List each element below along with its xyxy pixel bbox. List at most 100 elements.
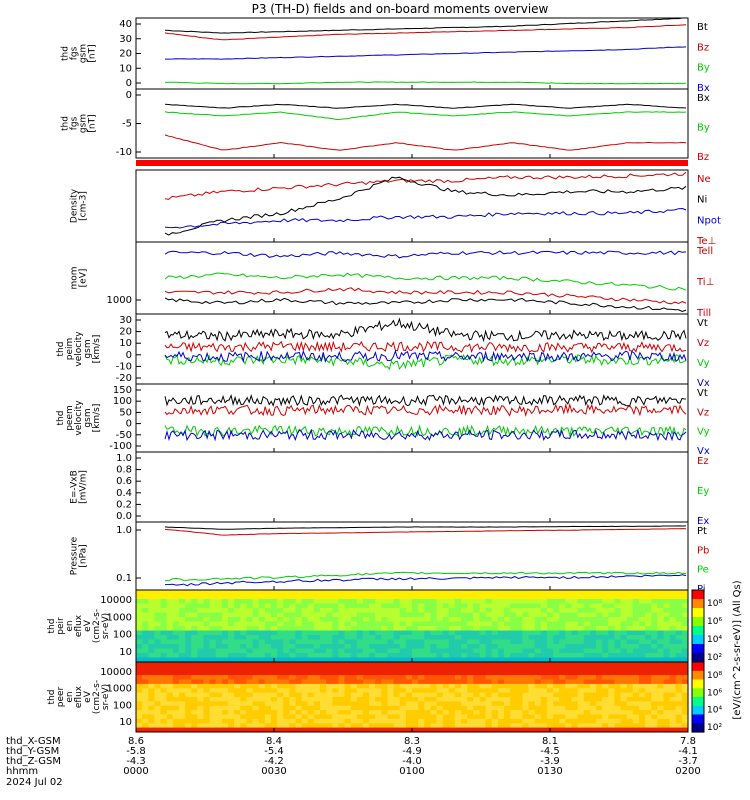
- heatmap-cell: [504, 666, 511, 672]
- heatmap-cell: [424, 608, 431, 613]
- heatmap-cell: [510, 727, 517, 733]
- heatmap-cell: [234, 697, 241, 702]
- heatmap-cell: [326, 603, 333, 609]
- heatmap-cell: [301, 714, 309, 720]
- heatmap-cell: [362, 621, 370, 627]
- heatmap-cell: [313, 688, 321, 694]
- heatmap-cell: [307, 653, 315, 658]
- heatmap-cell: [504, 630, 511, 636]
- heatmap-cell: [461, 599, 468, 604]
- heatmap-cell: [534, 594, 542, 600]
- heatmap-cell: [454, 639, 462, 645]
- heatmap-cell: [448, 603, 456, 609]
- heatmap-cell: [258, 608, 266, 613]
- heatmap-cell: [191, 701, 198, 707]
- heatmap-cell: [142, 692, 149, 698]
- heatmap-cell: [663, 710, 671, 715]
- heatmap-cell: [191, 630, 198, 636]
- heatmap-cell: [467, 714, 474, 720]
- heatmap-cell: [277, 692, 284, 698]
- heatmap-cell: [405, 679, 413, 685]
- heatmap-cell: [172, 648, 180, 654]
- heatmap-cell: [467, 697, 474, 702]
- heatmap-cell: [608, 701, 615, 707]
- heatmap-cell: [369, 679, 376, 685]
- heatmap-cell: [516, 688, 523, 694]
- heatmap-cell: [356, 692, 364, 698]
- heatmap-cell: [375, 635, 382, 640]
- heatmap-cell: [516, 639, 523, 645]
- heatmap-cell: [350, 666, 358, 672]
- heatmap-cell: [399, 679, 407, 685]
- heatmap-cell: [283, 648, 290, 654]
- heatmap-cell: [534, 714, 542, 720]
- heatmap-cell: [651, 670, 658, 676]
- heatmap-cell: [675, 666, 683, 672]
- heatmap-cell: [448, 683, 456, 689]
- heatmap-cell: [491, 657, 499, 663]
- heatmap-cell: [160, 688, 168, 694]
- heatmap-cell: [424, 626, 431, 631]
- heatmap-cell: [424, 603, 431, 609]
- heatmap-cell: [522, 718, 529, 724]
- heatmap-cell: [191, 639, 198, 645]
- heatmap-cell: [418, 675, 425, 680]
- heatmap-cell: [362, 644, 370, 649]
- heatmap-cell: [221, 612, 229, 618]
- heatmap-cell: [393, 621, 401, 627]
- heatmap-cell: [540, 718, 548, 724]
- heatmap-cell: [136, 621, 143, 627]
- heatmap-cell: [602, 714, 609, 720]
- heatmap-cell: [136, 675, 143, 680]
- heatmap-cell: [362, 723, 370, 729]
- heatmap-cell: [185, 701, 192, 707]
- heatmap-cell: [424, 653, 431, 658]
- heatmap-cell: [645, 621, 652, 627]
- heatmap-cell: [301, 710, 309, 715]
- heatmap-cell: [553, 679, 560, 685]
- heatmap-cell: [338, 714, 345, 720]
- heatmap-cell: [387, 630, 395, 636]
- heatmap-cell: [522, 683, 529, 689]
- y-tick-label: 0.0: [116, 511, 132, 522]
- heatmap-cell: [332, 594, 339, 600]
- heatmap-cell: [258, 688, 266, 694]
- heatmap-cell: [246, 662, 253, 667]
- heatmap-cell: [362, 710, 370, 715]
- heatmap-cell: [473, 617, 480, 622]
- heatmap-cell: [142, 617, 149, 622]
- heatmap-cell: [270, 679, 278, 685]
- heatmap-cell: [405, 644, 413, 649]
- heatmap-cell: [546, 710, 554, 715]
- heatmap-cell: [559, 626, 566, 631]
- heatmap-cell: [473, 701, 480, 707]
- heatmap-cell: [571, 675, 579, 680]
- heatmap-cell: [565, 590, 572, 595]
- x-row-value: -3.7: [678, 756, 698, 767]
- heatmap-cell: [461, 621, 468, 627]
- heatmap-cell: [675, 599, 683, 604]
- heatmap-cell: [565, 727, 572, 733]
- heatmap-cell: [596, 723, 603, 729]
- heatmap-cell: [596, 675, 603, 680]
- heatmap-cell: [614, 630, 621, 636]
- heatmap-cell: [602, 617, 609, 622]
- heatmap-cell: [632, 705, 640, 711]
- heatmap-cell: [436, 705, 444, 711]
- heatmap-cell: [277, 594, 284, 600]
- heatmap-cell: [596, 688, 603, 694]
- heatmap-cell: [270, 626, 278, 631]
- heatmap-cell: [638, 666, 646, 672]
- heatmap-cell: [626, 714, 634, 720]
- heatmap-cell: [307, 727, 315, 733]
- heatmap-cell: [467, 648, 474, 654]
- heatmap-cell: [418, 679, 425, 685]
- heatmap-cell: [381, 666, 388, 672]
- heatmap-cell: [320, 644, 327, 649]
- heatmap-cell: [412, 701, 419, 707]
- heatmap-cell: [589, 683, 597, 689]
- heatmap-cell: [270, 644, 278, 649]
- heatmap-cell: [418, 692, 425, 698]
- heatmap-cell: [528, 662, 536, 667]
- heatmap-cell: [209, 692, 217, 698]
